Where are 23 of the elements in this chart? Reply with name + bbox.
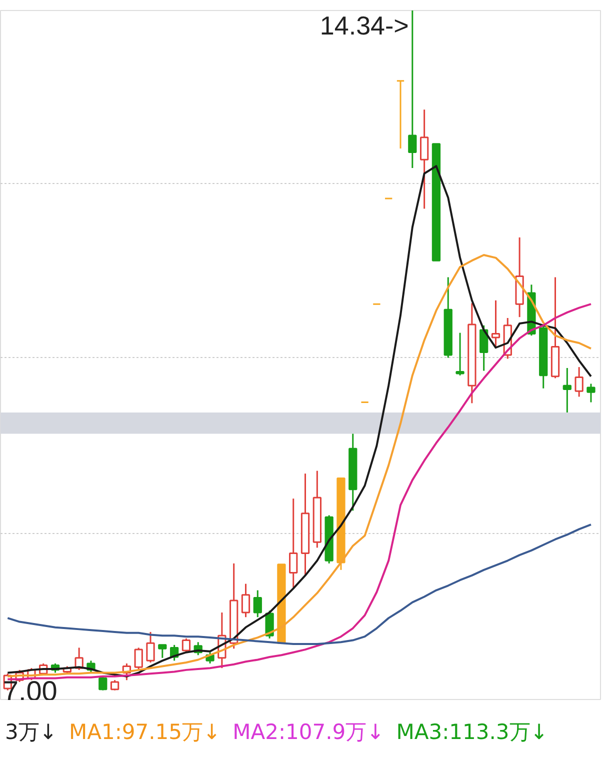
candlestick — [98, 676, 108, 692]
candlestick — [586, 383, 596, 404]
candlestick — [562, 367, 572, 414]
candlestick — [420, 108, 429, 210]
text: MA1:97.15万↓ — [68, 720, 221, 744]
candlestick — [491, 300, 500, 348]
text: MA3:113.3万↓ — [396, 720, 548, 744]
candlestick — [456, 332, 464, 376]
candlestick — [480, 324, 488, 372]
candlestick — [146, 631, 155, 664]
candlestick — [110, 679, 120, 692]
text: 3万↓ — [5, 720, 57, 744]
candlestick — [396, 80, 405, 150]
annotation: 14.34-> — [320, 10, 409, 40]
candlestick — [253, 590, 262, 618]
candlestick — [289, 498, 298, 588]
candlestick — [158, 644, 167, 659]
candlestick — [241, 583, 250, 618]
text: MA2:107.9万↓ — [232, 720, 384, 744]
candlestick — [134, 646, 143, 671]
candlestick — [182, 638, 191, 654]
candlestick — [408, 10, 417, 169]
candlestick — [574, 366, 584, 398]
